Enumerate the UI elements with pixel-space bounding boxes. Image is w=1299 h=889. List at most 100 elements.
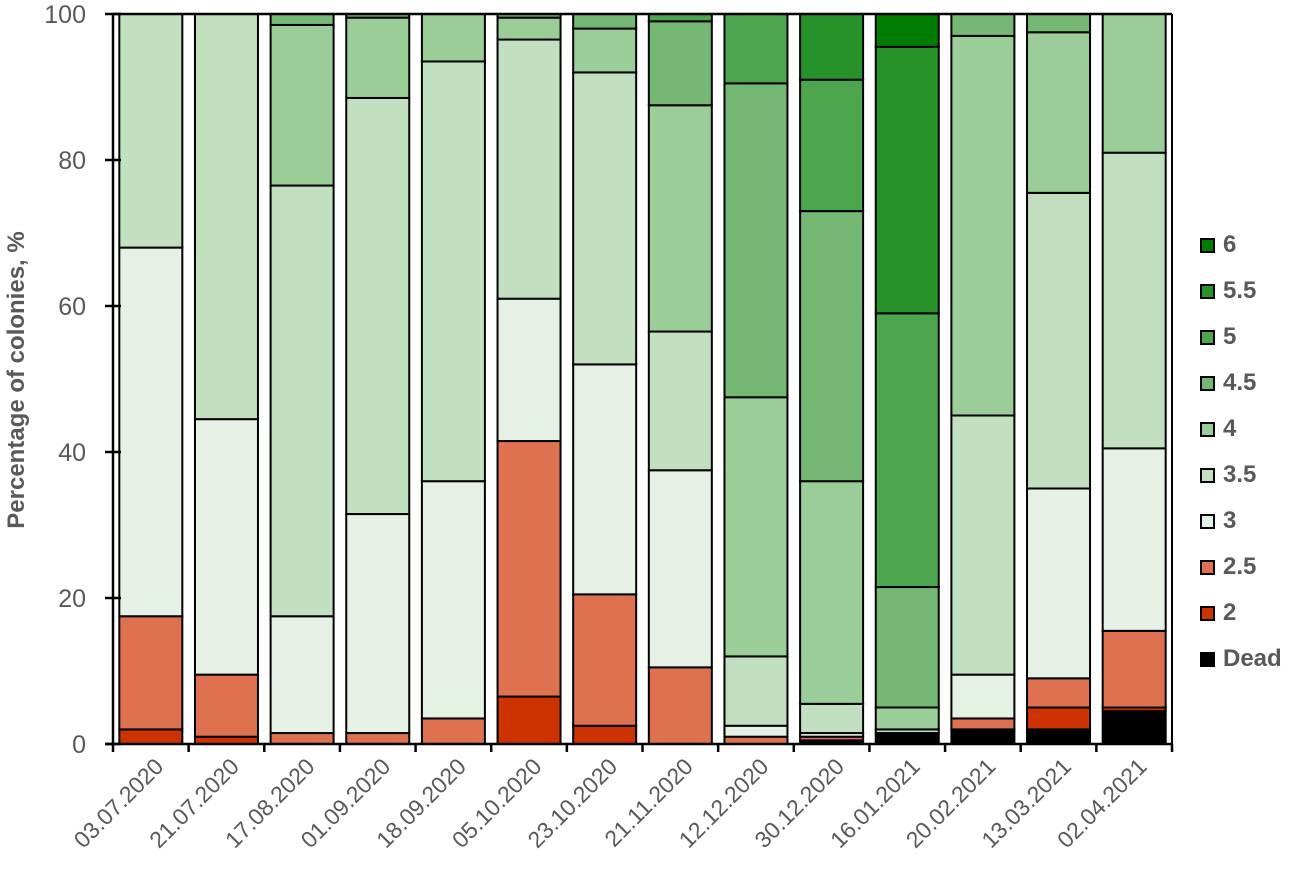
legend-item: 3.5 bbox=[1200, 452, 1282, 498]
bar-segment-2-5 bbox=[193, 673, 259, 738]
bar-segment-4 bbox=[799, 480, 865, 705]
legend-swatch-icon bbox=[1200, 605, 1215, 621]
legend-item: Dead bbox=[1200, 636, 1282, 682]
bar-segment-5 bbox=[723, 13, 789, 85]
bar-segment-2-5 bbox=[950, 717, 1016, 731]
bar-segment-4-5 bbox=[799, 210, 865, 483]
legend-item: 2 bbox=[1200, 590, 1282, 636]
bar-segment-2 bbox=[118, 728, 184, 746]
bar-segment-3 bbox=[118, 246, 184, 618]
y-tick-label: 60 bbox=[58, 293, 86, 321]
legend-item: 3 bbox=[1200, 498, 1282, 544]
bar-segment-2-5 bbox=[345, 732, 411, 745]
legend-item: 4.5 bbox=[1200, 360, 1282, 406]
bar-segment-4-5 bbox=[647, 20, 713, 107]
bar-segment-4-5 bbox=[572, 13, 638, 30]
bar-segment-3-5 bbox=[420, 60, 486, 483]
bar-stack bbox=[118, 13, 184, 746]
y-axis-label: Percentage of colonies, % bbox=[3, 231, 30, 528]
bar-segment-4-5 bbox=[1026, 13, 1092, 34]
bar-stack bbox=[647, 13, 713, 745]
y-tick-label: 20 bbox=[58, 585, 86, 613]
legend: 6 5.5 5 4.5 4 3.5 3 2.5 2 Dead bbox=[1200, 222, 1282, 682]
bar-segment-dead bbox=[1026, 728, 1092, 746]
bar-segment-4-5 bbox=[950, 13, 1016, 37]
legend-item: 6 bbox=[1200, 222, 1282, 268]
bar-segment-5 bbox=[799, 78, 865, 213]
legend-swatch-icon bbox=[1200, 283, 1215, 299]
bar-segment-3 bbox=[1101, 447, 1167, 632]
bar-segment-3-5 bbox=[1026, 191, 1092, 490]
bar-segment-2-5 bbox=[1026, 677, 1092, 709]
bar-segment-3 bbox=[269, 615, 335, 735]
legend-label: 2 bbox=[1223, 599, 1237, 626]
bar-segment-3 bbox=[193, 418, 259, 676]
bar-segment-4 bbox=[345, 16, 411, 99]
legend-label: 6 bbox=[1223, 231, 1237, 258]
bar-segment-2-5 bbox=[647, 666, 713, 745]
legend-swatch-icon bbox=[1200, 329, 1215, 345]
bar-segment-4 bbox=[723, 396, 789, 658]
bar-segment-3 bbox=[723, 724, 789, 738]
bar-segment-2-5 bbox=[269, 732, 335, 745]
legend-label: 5 bbox=[1223, 323, 1237, 350]
bar-stack bbox=[193, 13, 259, 746]
bar-stack bbox=[572, 13, 638, 745]
bar-segment-dead bbox=[874, 732, 940, 745]
legend-label: 3 bbox=[1223, 507, 1237, 534]
legend-swatch-icon bbox=[1200, 421, 1215, 437]
bar-segment-3 bbox=[496, 297, 562, 443]
bar-segment-4 bbox=[496, 16, 562, 41]
bar-segment-3 bbox=[345, 513, 411, 735]
bar-segment-3 bbox=[950, 673, 1016, 720]
bar-segment-2-5 bbox=[420, 717, 486, 746]
bar-segment-3-5 bbox=[647, 330, 713, 472]
bar-segment-4-5 bbox=[269, 13, 335, 26]
legend-label: Dead bbox=[1223, 645, 1282, 672]
bar-segment-4 bbox=[269, 23, 335, 187]
bars-group bbox=[118, 13, 1167, 746]
bar-stack bbox=[269, 13, 335, 745]
bar-stack bbox=[874, 13, 940, 745]
bar-stack bbox=[420, 13, 486, 746]
bar-segment-3-5 bbox=[1101, 151, 1167, 450]
legend-label: 4 bbox=[1223, 415, 1237, 442]
bar-stack bbox=[799, 13, 865, 745]
bar-segment-2 bbox=[496, 695, 562, 745]
legend-swatch-icon bbox=[1200, 467, 1215, 483]
bar-segment-3-5 bbox=[193, 13, 259, 421]
bar-segment-4 bbox=[572, 27, 638, 74]
bar-segment-4 bbox=[950, 34, 1016, 417]
bar-segment-2 bbox=[572, 724, 638, 745]
bar-stack bbox=[496, 13, 562, 745]
bar-segment-3 bbox=[572, 363, 638, 596]
bar-segment-3-5 bbox=[118, 13, 184, 249]
y-tick-label: 100 bbox=[44, 1, 86, 29]
legend-item: 5.5 bbox=[1200, 268, 1282, 314]
legend-swatch-icon bbox=[1200, 513, 1215, 529]
bar-segment-4 bbox=[647, 104, 713, 333]
legend-swatch-icon bbox=[1200, 651, 1215, 667]
legend-swatch-icon bbox=[1200, 237, 1215, 253]
y-tick-label: 0 bbox=[72, 731, 86, 759]
bar-segment-6 bbox=[874, 13, 940, 48]
bar-segment-4-5 bbox=[723, 82, 789, 399]
bar-segment-dead bbox=[950, 728, 1016, 746]
bar-stack bbox=[1101, 13, 1167, 746]
bar-segment-2 bbox=[1026, 706, 1092, 731]
legend-swatch-icon bbox=[1200, 375, 1215, 391]
bar-stack bbox=[1026, 13, 1092, 746]
legend-label: 2.5 bbox=[1223, 553, 1257, 580]
bar-segment-4 bbox=[1026, 31, 1092, 194]
bar-segment-3-5 bbox=[572, 71, 638, 366]
bar-segment-3-5 bbox=[950, 414, 1016, 676]
bar-stack bbox=[345, 13, 411, 745]
bar-segment-4 bbox=[874, 706, 940, 731]
bar-segment-3-5 bbox=[723, 655, 789, 727]
legend-label: 5.5 bbox=[1223, 277, 1257, 304]
bar-segment-5 bbox=[874, 312, 940, 589]
y-tick-label: 40 bbox=[58, 439, 86, 467]
legend-item: 4 bbox=[1200, 406, 1282, 452]
bar-segment-2-5 bbox=[1101, 629, 1167, 709]
